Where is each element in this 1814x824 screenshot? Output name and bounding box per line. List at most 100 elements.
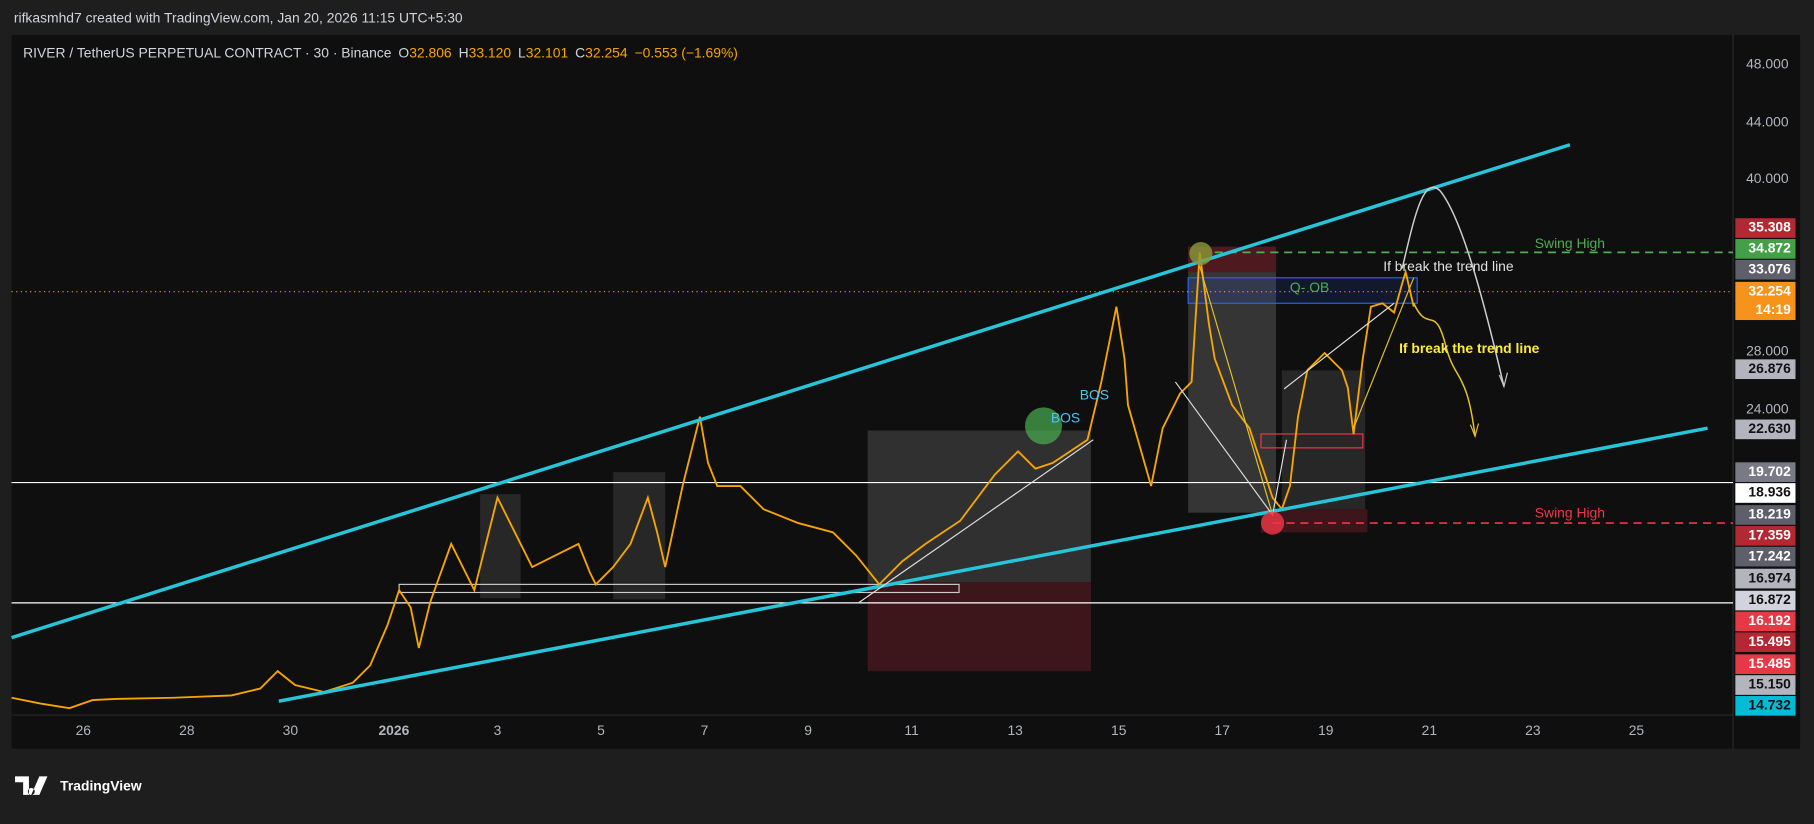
projection <box>1401 186 1505 387</box>
price-tick: 24.000 <box>1746 400 1789 416</box>
time-label: 3 <box>494 722 502 738</box>
legend-symbol: RIVER / TetherUS PERPETUAL CONTRACT · 30… <box>23 44 392 60</box>
time-label: 26 <box>76 722 92 738</box>
zone <box>867 582 1091 672</box>
time-label: 13 <box>1007 722 1023 738</box>
time-label: 25 <box>1629 722 1645 738</box>
price-tick: 28.000 <box>1746 343 1789 359</box>
price-label: 14.732 <box>1748 697 1791 713</box>
price-label-bg <box>1735 525 1796 546</box>
zone <box>867 430 1091 583</box>
legend-key: L <box>518 44 526 60</box>
annotation: Swing High <box>1535 504 1605 520</box>
price-label-bg <box>1735 675 1796 695</box>
legend-key: H <box>459 44 469 60</box>
price-label-bg <box>1735 546 1796 567</box>
price-label: 26.876 <box>1748 360 1791 376</box>
annotation: Q- OB <box>1290 279 1329 295</box>
price-label: 18.936 <box>1748 484 1791 500</box>
price-label: 22.630 <box>1748 420 1791 436</box>
zone-outline <box>398 583 960 594</box>
price-label-bg <box>1735 239 1796 259</box>
price-label-bg <box>1735 462 1796 482</box>
price-label-bg <box>1735 281 1796 302</box>
time-label: 19 <box>1318 722 1334 738</box>
price-label: 33.076 <box>1748 260 1791 276</box>
legend-value: 32.254 <box>585 44 628 60</box>
projection <box>1413 302 1476 437</box>
marker <box>1261 511 1285 535</box>
marker <box>1189 241 1213 266</box>
zone-outline <box>1260 433 1364 449</box>
price-label-bg <box>1735 483 1796 503</box>
order-block <box>1187 277 1418 304</box>
legend-key: C <box>575 44 585 60</box>
time-label: 5 <box>597 722 605 738</box>
price-label: 15.495 <box>1748 633 1791 649</box>
price-label-bg <box>1735 654 1796 675</box>
trend-line <box>11 143 1571 640</box>
legend-change: −0.553 (−1.69%) <box>635 44 738 60</box>
price-label: 18.219 <box>1748 506 1791 522</box>
logo-icon <box>15 776 48 795</box>
trend-line <box>278 426 1708 703</box>
price-label: 16.872 <box>1748 591 1791 607</box>
price-label: 34.872 <box>1748 240 1791 256</box>
price-label-bg <box>1735 359 1796 380</box>
price-label-bg <box>1735 696 1796 716</box>
time-label: 21 <box>1422 722 1438 738</box>
price-label-bg <box>1735 300 1796 321</box>
price-label: 32.254 <box>1748 282 1791 298</box>
time-label: 9 <box>804 722 812 738</box>
price-label: 16.192 <box>1748 612 1791 628</box>
time-label: 2026 <box>378 722 409 738</box>
time-label: 7 <box>701 722 709 738</box>
price-tick: 48.000 <box>1746 56 1789 72</box>
price-tick: 40.000 <box>1746 170 1789 186</box>
price-label: 17.242 <box>1748 547 1791 563</box>
projection-arrow <box>1498 372 1508 389</box>
drawing-line <box>1199 266 1274 516</box>
zone <box>480 494 521 599</box>
price-label: 19.702 <box>1748 463 1791 479</box>
time-label: 28 <box>179 722 195 738</box>
price-label-bg <box>1735 419 1796 440</box>
price-label: 16.974 <box>1748 569 1791 585</box>
zone <box>1281 370 1366 510</box>
price-label-bg <box>1735 568 1796 589</box>
drawing-line <box>858 439 1094 604</box>
drawing-line <box>1353 277 1415 429</box>
time-label: 15 <box>1111 722 1127 738</box>
price-label-bg <box>1735 632 1796 653</box>
annotation: BOS <box>1051 410 1080 426</box>
legend-value: 32.101 <box>526 44 569 60</box>
annotation: BOS <box>1080 386 1109 402</box>
time-label: 23 <box>1525 722 1541 738</box>
price-label: 17.359 <box>1748 526 1791 542</box>
price-label: 15.485 <box>1748 655 1791 671</box>
legend: RIVER / TetherUS PERPETUAL CONTRACT · 30… <box>23 44 738 60</box>
time-label: 17 <box>1215 722 1231 738</box>
zone <box>1188 272 1277 513</box>
legend-key: O <box>398 44 409 60</box>
legend-value: 32.806 <box>409 44 452 60</box>
price-label-bg <box>1735 590 1796 611</box>
legend-value: 33.120 <box>469 44 512 60</box>
price-label-bg <box>1735 218 1796 238</box>
logo-text: TradingView <box>60 778 142 794</box>
zone <box>1261 509 1368 533</box>
projection-arrow <box>1469 423 1480 439</box>
drawing-line <box>1283 302 1395 390</box>
annotation: If break the trend line <box>1383 258 1514 274</box>
time-label: 11 <box>904 722 919 738</box>
zone <box>613 472 666 600</box>
time-label: 30 <box>283 722 299 738</box>
price-label: 14:19 <box>1755 301 1791 317</box>
header-text: rifkasmhd7 created with TradingView.com,… <box>14 9 463 25</box>
price-label-bg <box>1735 611 1796 632</box>
marker <box>1025 407 1063 445</box>
annotation: Swing High <box>1535 235 1605 251</box>
price-label: 15.150 <box>1748 676 1791 692</box>
price-tick: 44.000 <box>1746 113 1789 129</box>
